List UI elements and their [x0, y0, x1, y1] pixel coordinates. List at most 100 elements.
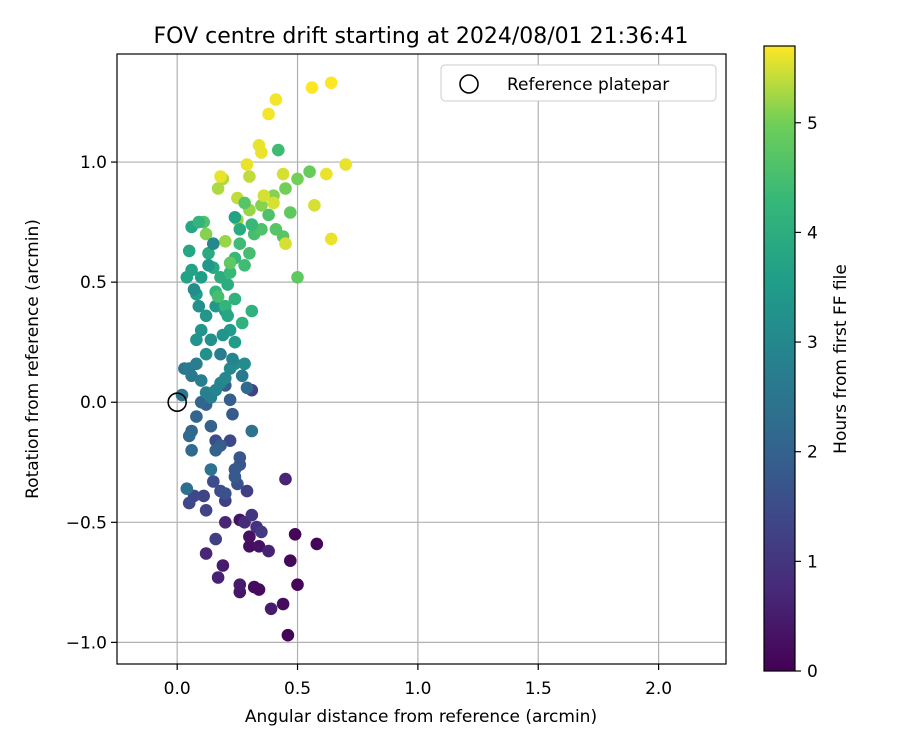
data-point — [262, 107, 275, 121]
data-point — [233, 237, 247, 250]
x-axis-ticks: 0.0 0.5 1.0 1.5 2.0 — [164, 664, 672, 699]
data-point — [204, 333, 218, 347]
chart-title: FOV centre drift starting at 2024/08/01 … — [154, 24, 689, 49]
data-point — [194, 271, 208, 284]
data-point — [190, 333, 203, 347]
reference-platepar-marker — [167, 392, 187, 413]
data-point — [238, 357, 251, 371]
data-point — [324, 76, 338, 90]
data-point — [276, 597, 290, 611]
data-point — [209, 444, 222, 457]
data-point — [262, 544, 275, 558]
data-point — [279, 472, 292, 486]
data-point — [281, 628, 295, 642]
data-point — [219, 235, 232, 248]
data-point — [202, 247, 215, 260]
x-tick-label: 2.0 — [645, 679, 672, 699]
data-point — [223, 266, 237, 279]
data-point — [199, 227, 213, 241]
legend-marker-icon — [459, 74, 479, 94]
colorbar-gradient — [763, 45, 796, 672]
legend-box — [440, 64, 717, 102]
data-point — [228, 211, 242, 224]
colorbar-tick-label: 2 — [807, 443, 818, 463]
data-point — [255, 223, 268, 236]
data-point — [272, 143, 285, 157]
colorbar: 0 1 2 3 4 5 Hours from first FF file — [763, 45, 851, 682]
data-point — [182, 244, 196, 258]
plot-area-frame — [116, 53, 727, 665]
data-point — [243, 170, 256, 183]
data-point — [310, 537, 324, 551]
data-point — [219, 516, 232, 529]
data-point — [211, 571, 225, 584]
data-point — [199, 309, 213, 323]
data-point — [216, 328, 230, 342]
data-point — [255, 525, 268, 539]
data-point — [308, 199, 321, 212]
data-point — [228, 292, 242, 306]
data-point — [219, 299, 232, 313]
data-point — [214, 170, 227, 183]
data-point — [339, 158, 353, 171]
data-point — [279, 237, 292, 250]
data-point — [209, 299, 222, 313]
colorbar-tick-label: 5 — [807, 114, 818, 134]
data-point — [233, 578, 247, 591]
data-point — [269, 93, 283, 106]
data-point — [303, 165, 316, 178]
data-point — [180, 482, 194, 496]
data-point — [284, 206, 297, 219]
data-point — [245, 508, 259, 522]
data-point — [324, 232, 338, 246]
data-point — [243, 540, 256, 553]
y-axis-ticks: −1.0 −0.5 0.0 0.5 1.0 — [66, 153, 117, 653]
data-point — [185, 369, 198, 383]
data-point — [238, 259, 251, 272]
data-point — [247, 580, 261, 594]
y-tick-label: 0.5 — [80, 273, 107, 293]
data-point — [194, 395, 208, 409]
data-point — [228, 470, 242, 484]
data-point — [204, 419, 218, 433]
data-point — [320, 167, 333, 181]
legend-label: Reference platepar — [507, 75, 669, 95]
data-point — [305, 81, 319, 94]
data-point — [262, 208, 275, 222]
colorbar-tick-label: 4 — [807, 223, 818, 243]
data-points — [175, 76, 353, 642]
data-point — [228, 335, 242, 349]
data-point — [291, 172, 304, 186]
data-point — [245, 218, 259, 231]
y-axis-label: Rotation from reference (arcmin) — [23, 219, 43, 499]
data-point — [245, 304, 259, 318]
data-point — [182, 496, 196, 510]
data-point — [221, 278, 234, 291]
data-point — [190, 357, 203, 371]
y-tick-label: 0.0 — [80, 393, 107, 413]
data-point — [291, 271, 304, 284]
data-point — [235, 369, 249, 383]
data-point — [197, 489, 210, 503]
data-point — [257, 189, 271, 202]
x-tick-label: 1.5 — [525, 679, 552, 699]
data-point — [221, 309, 234, 323]
data-point — [288, 528, 302, 541]
data-point — [235, 316, 249, 330]
data-point — [267, 196, 280, 210]
colorbar-ticks: 0 1 2 3 4 5 — [795, 114, 818, 682]
data-point — [243, 247, 256, 260]
data-point — [276, 167, 290, 181]
y-tick-label: 1.0 — [80, 153, 107, 173]
data-point — [211, 182, 225, 195]
data-point — [194, 323, 208, 337]
data-point — [182, 429, 196, 443]
data-point — [238, 196, 251, 210]
data-point — [180, 271, 194, 284]
y-tick-label: −1.0 — [66, 633, 107, 653]
x-tick-label: 0.0 — [164, 679, 191, 699]
data-point — [199, 547, 213, 560]
data-point — [192, 215, 206, 229]
data-point — [255, 146, 268, 159]
